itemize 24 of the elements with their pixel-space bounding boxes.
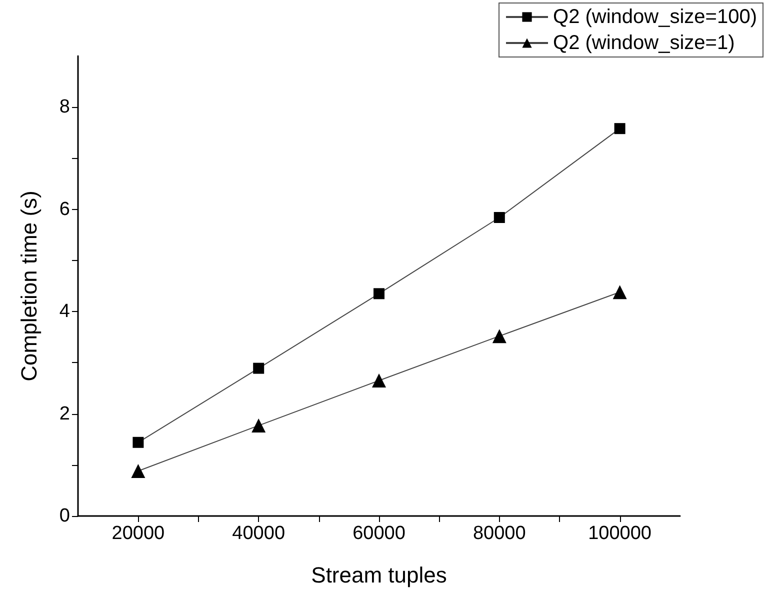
point [252, 418, 266, 433]
y-tick-label: 6 [59, 198, 70, 220]
point [253, 362, 264, 374]
point [374, 288, 384, 300]
y-tick-label: 0 [59, 506, 70, 526]
y-tick-label: 2 [59, 403, 70, 424]
legend-label: Q2 (window_size=100) [553, 6, 758, 28]
x-axis-title: Stream tuples [311, 562, 447, 588]
y-tick-label: 8 [59, 96, 70, 118]
point [131, 464, 146, 478]
x-tick-label: 20000 [112, 523, 165, 544]
point [614, 123, 626, 134]
x-tick-label: 100000 [588, 523, 652, 544]
point [492, 329, 506, 344]
legend-label: Q2 (window_size=1) [553, 32, 735, 54]
y-tick-label: 4 [59, 301, 70, 322]
point [612, 285, 627, 300]
x-tick-label: 80000 [472, 523, 526, 544]
x-tick-label: 60000 [352, 523, 406, 544]
point [494, 212, 505, 224]
y-axis-title: Completion time (s) [16, 190, 42, 382]
point [132, 436, 144, 448]
x-tick-label: 40000 [232, 523, 286, 544]
point [372, 374, 386, 388]
